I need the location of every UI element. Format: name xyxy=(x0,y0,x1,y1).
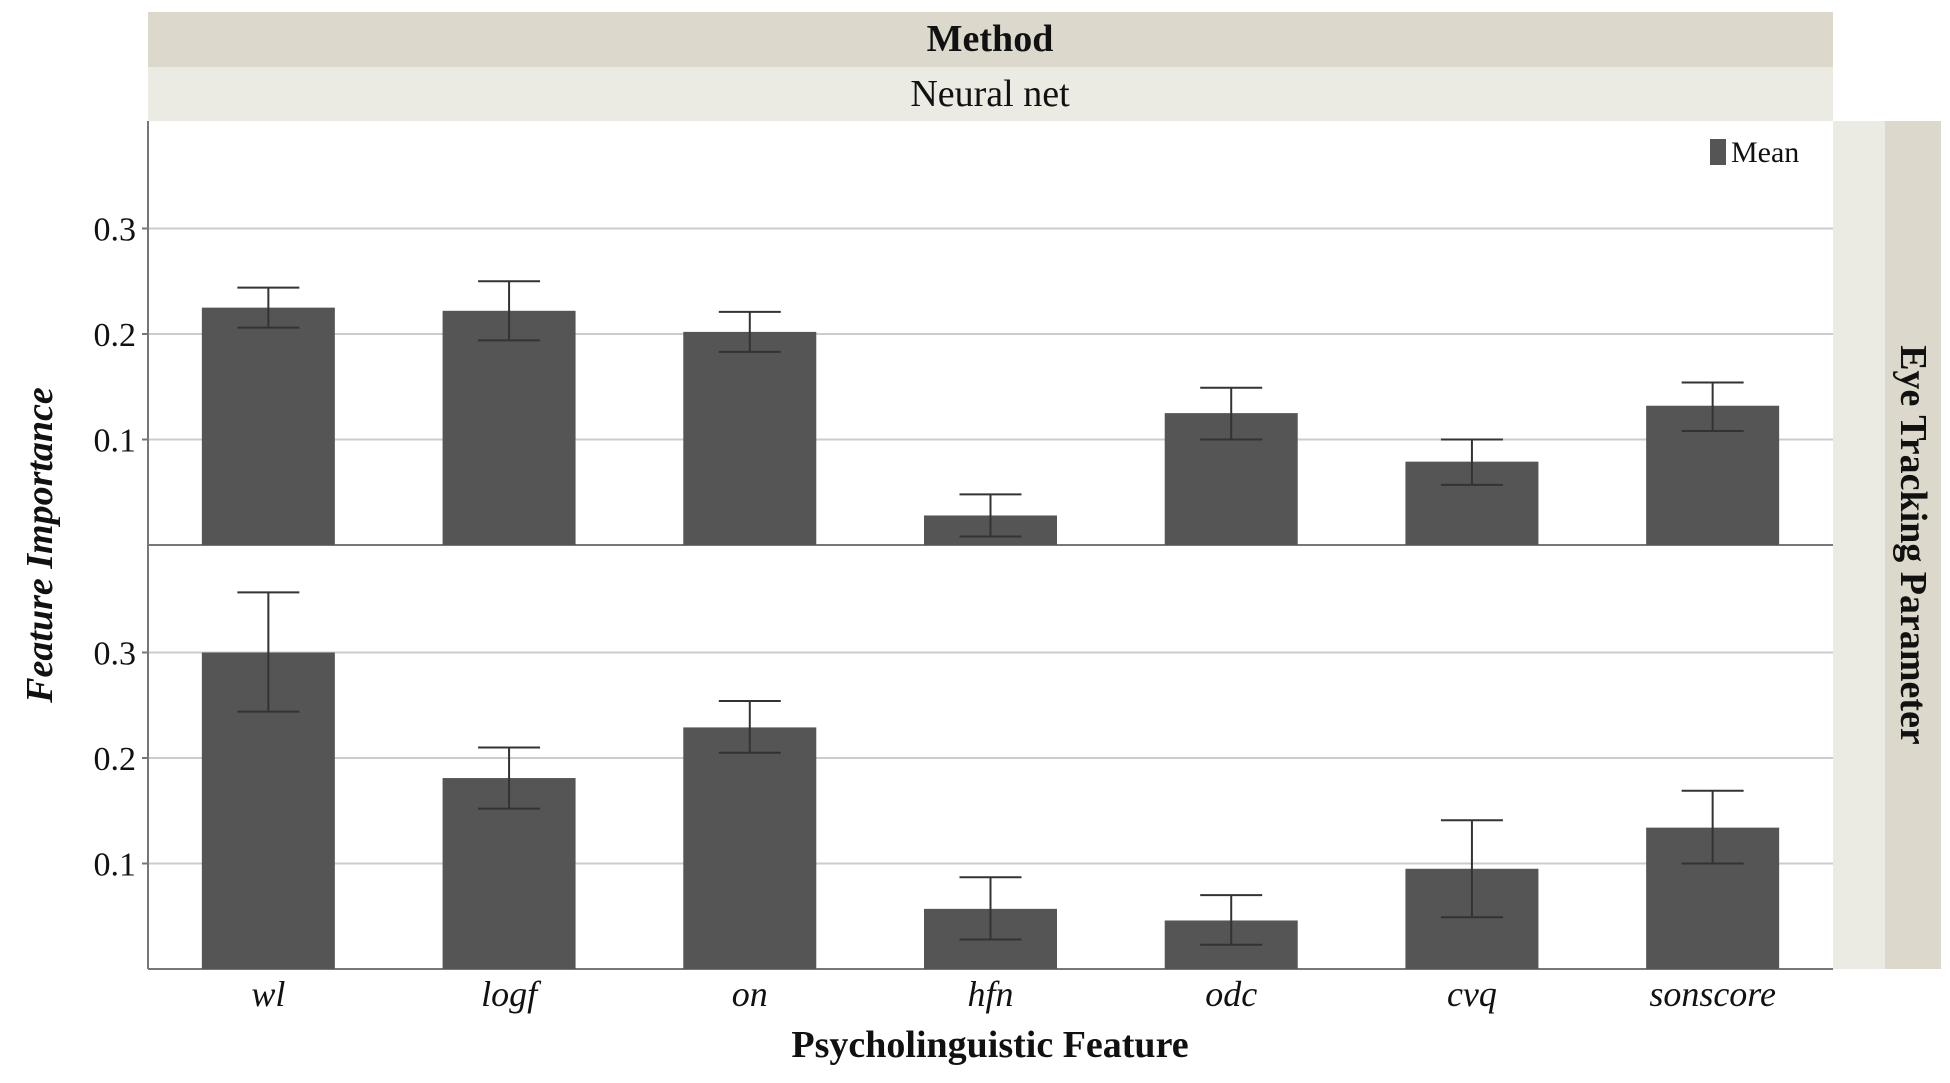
bar-on xyxy=(683,727,817,969)
legend-swatch xyxy=(1710,139,1726,165)
y-tick-label: 0.2 xyxy=(94,317,137,354)
panels: 0.10.20.3Total reading time0.10.20.3Fixa… xyxy=(94,201,1880,1014)
y-tick-label: 0.2 xyxy=(94,741,137,778)
row-strip-panel-1-bg xyxy=(1833,121,1885,545)
method-header-title: Method xyxy=(927,18,1054,60)
method-value-header-bg xyxy=(148,67,1833,121)
method-value-header: Neural net xyxy=(910,73,1070,115)
x-axis-title: Psycholinguistic Feature xyxy=(791,1024,1188,1066)
x-tick-label-odc: odc xyxy=(1205,974,1257,1014)
bar-wl xyxy=(201,307,335,545)
x-tick-label-on: on xyxy=(732,974,768,1014)
panel-1: 0.10.20.3Total reading time xyxy=(94,201,1879,546)
panel-2: 0.10.20.3Fixation probability xyxy=(94,591,1879,970)
row-strip-panel-2-bg xyxy=(1833,545,1885,969)
row-header-title: Eye Tracking Parameter xyxy=(1892,345,1934,745)
row-header-bg xyxy=(1885,121,1941,969)
y-tick-label: 0.3 xyxy=(94,636,137,673)
x-tick-label-wl: wl xyxy=(251,974,285,1014)
bar-logf xyxy=(442,778,576,969)
bar-on xyxy=(683,331,817,545)
x-tick-label-sonscore: sonscore xyxy=(1649,974,1776,1014)
y-tick-label: 0.1 xyxy=(94,423,137,460)
bar-logf xyxy=(442,310,576,545)
y-tick-label: 0.3 xyxy=(94,212,137,249)
x-tick-label-cvq: cvq xyxy=(1447,974,1497,1014)
y-axis-title: Feature Importance xyxy=(19,387,61,704)
x-tick-label-hfn: hfn xyxy=(967,974,1013,1014)
method-header-bg xyxy=(148,12,1833,67)
x-tick-label-logf: logf xyxy=(481,974,542,1014)
legend-label: Mean xyxy=(1731,136,1799,169)
y-tick-label: 0.1 xyxy=(94,847,137,884)
